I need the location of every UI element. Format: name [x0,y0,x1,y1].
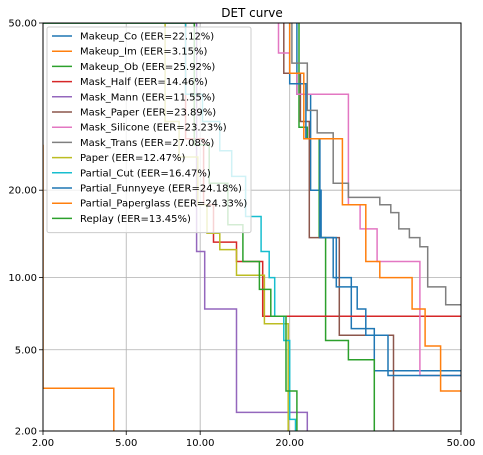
legend-label: Makeup_Ob (EER=25.92%) [80,62,215,73]
legend-label: Mask_Trans (EER=27.08%) [80,138,214,149]
series-line [288,23,461,392]
legend-label: Mask_Half (EER=14.46%) [80,77,208,88]
y-tick-label: 5.00 [15,345,37,356]
plot-frame [42,22,462,432]
legend-label: Makeup_Im (EER=3.15%) [80,47,208,58]
legend: Makeup_Co (EER=22.12%) Makeup_Im (EER=3.1… [46,26,252,234]
series-line [288,23,461,377]
y-tick-label: 10.00 [8,273,37,284]
series-line [43,144,115,431]
axis-ticks: 2.00 5.00 10.00 20.00 50.00 2.00 5.00 10.00 20.0… [8,19,475,450]
legend-label: Partial_Funnyeye (EER=24.18%) [80,184,242,195]
y-tick-label: 50.00 [8,19,37,30]
x-tick-label: 10.00 [186,438,215,449]
legend-label: Partial_Paperglass (EER=24.33%) [80,199,247,210]
legend-label: Mask_Paper (EER=23.89%) [80,108,216,119]
legend-label: Makeup_Co (EER=22.12%) [80,32,214,43]
series-line [291,23,461,306]
x-tick-label: 20.00 [275,438,304,449]
series-line [298,23,376,431]
legend-label: Mask_Silicone (EER=23.23%) [80,123,227,134]
y-tick-label: 20.00 [8,186,37,197]
x-tick-label: 50.00 [447,438,476,449]
legend-label: Replay (EER=13.45%) [80,214,191,225]
legend-label: Paper (EER=12.47%) [80,153,185,164]
legend-label: Mask_Mann (EER=11.55%) [80,92,215,103]
x-tick-label: 2.00 [32,438,54,449]
series-line [277,23,461,377]
x-tick-label: 5.00 [115,438,137,449]
legend-label: Partial_Cut (EER=16.47%) [80,168,211,179]
chart-title: DET curve [221,6,283,20]
y-tick-label: 2.00 [15,427,37,438]
legend-box [46,26,252,234]
